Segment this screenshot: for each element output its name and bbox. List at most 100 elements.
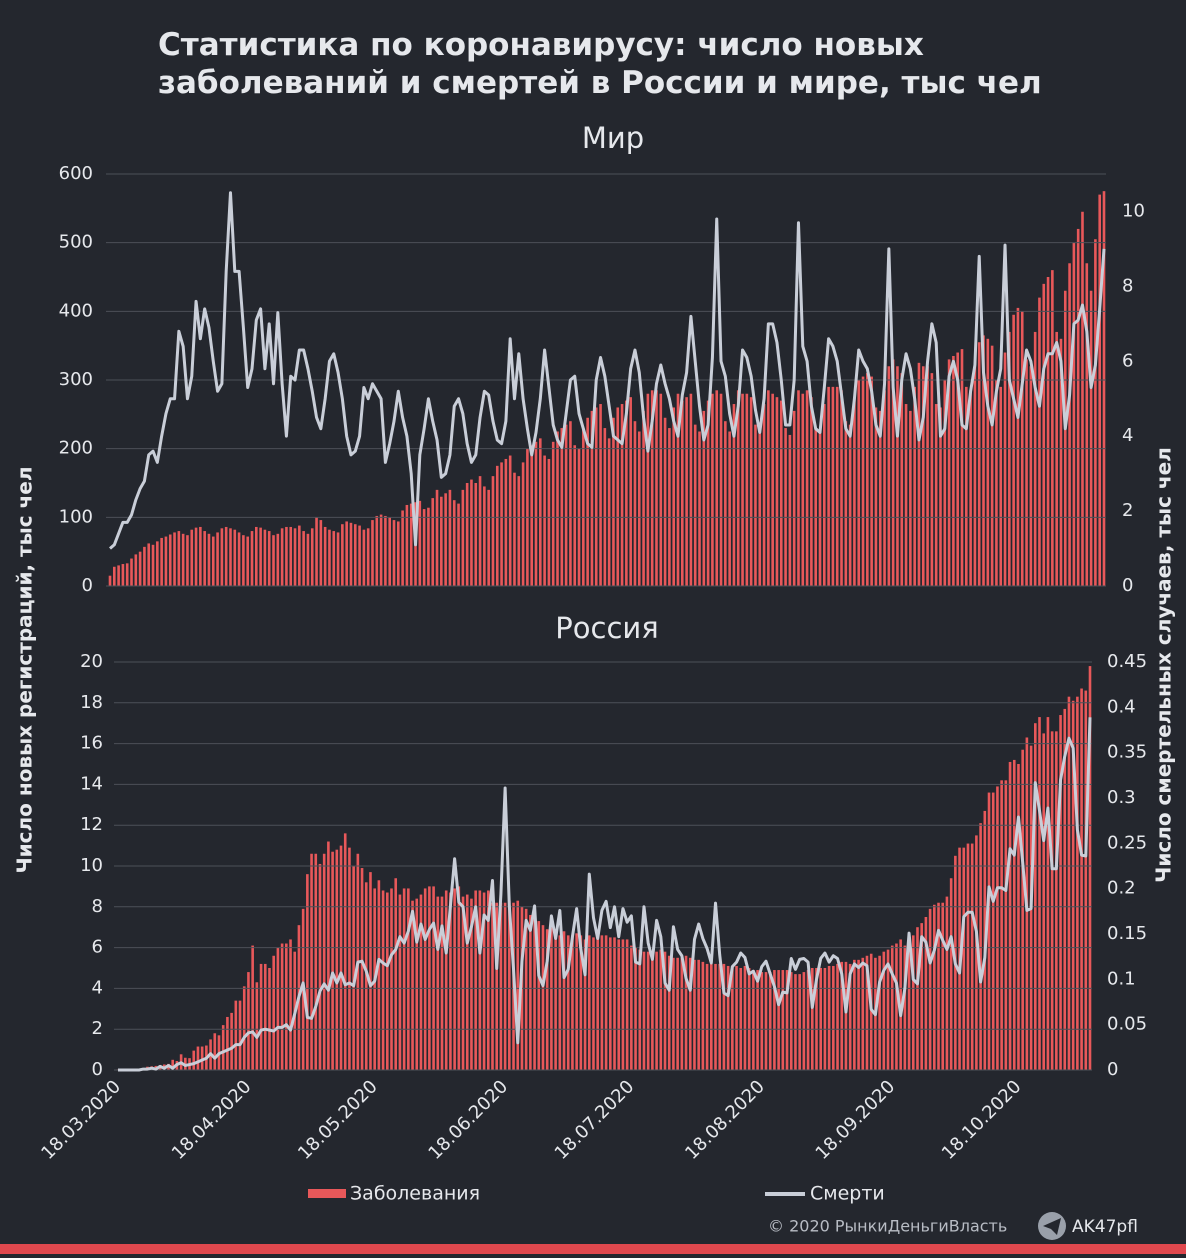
bar xyxy=(259,963,263,1070)
bar xyxy=(1012,314,1015,586)
bar xyxy=(1076,696,1079,1070)
bar xyxy=(754,424,757,586)
bar xyxy=(298,525,301,586)
bar xyxy=(547,458,551,586)
bar xyxy=(343,833,347,1070)
bar xyxy=(878,955,881,1070)
bar xyxy=(503,902,507,1070)
bar xyxy=(586,417,589,586)
bar xyxy=(529,914,532,1070)
bar xyxy=(436,896,440,1070)
bar xyxy=(556,431,559,586)
bar xyxy=(726,965,730,1070)
bar xyxy=(970,843,974,1070)
bar xyxy=(371,520,374,586)
bar xyxy=(358,525,361,586)
bar xyxy=(999,386,1003,586)
bar xyxy=(840,961,844,1070)
bar xyxy=(982,335,985,586)
bar xyxy=(1080,688,1083,1070)
bar xyxy=(1081,211,1084,586)
bar xyxy=(1008,761,1012,1070)
bar xyxy=(819,968,823,1070)
bar xyxy=(487,489,490,586)
bar xyxy=(642,410,645,586)
bar xyxy=(668,428,671,586)
bar xyxy=(637,431,641,586)
bar xyxy=(440,496,443,586)
bar xyxy=(134,554,138,586)
bar xyxy=(823,404,826,586)
bar xyxy=(369,872,372,1070)
bar xyxy=(423,888,427,1070)
bar xyxy=(545,929,549,1070)
bar xyxy=(541,925,545,1070)
bar xyxy=(823,968,827,1070)
bar xyxy=(943,380,947,586)
bar xyxy=(513,472,516,586)
y2-axis-label: Число смертельных случаев, тыс чел xyxy=(1152,447,1176,883)
bar xyxy=(596,935,599,1070)
bar xyxy=(530,445,533,586)
bar xyxy=(676,957,679,1070)
bar xyxy=(418,500,422,586)
bar xyxy=(461,489,465,586)
bar xyxy=(314,853,318,1070)
bar xyxy=(768,972,772,1070)
bar xyxy=(200,1046,204,1070)
y-tick-label: 200 xyxy=(59,438,93,459)
bar xyxy=(685,397,688,586)
bar xyxy=(470,898,473,1070)
bar xyxy=(607,438,611,586)
line xyxy=(118,717,1092,1072)
y2-tick-label: 0.45 xyxy=(1107,651,1147,672)
bar xyxy=(895,943,898,1070)
bar xyxy=(276,533,280,586)
bar xyxy=(810,968,814,1070)
bar xyxy=(771,393,774,586)
bar xyxy=(934,404,938,586)
bar xyxy=(788,434,792,586)
bar xyxy=(560,428,564,586)
bar xyxy=(815,968,818,1070)
bar xyxy=(571,935,574,1070)
y2-tick-label: 0.35 xyxy=(1107,742,1147,763)
bar xyxy=(697,959,700,1070)
bar xyxy=(306,874,309,1070)
bar xyxy=(714,963,717,1070)
bar xyxy=(388,517,391,586)
bar xyxy=(474,483,478,586)
y2-tick-label: 6 xyxy=(1122,350,1133,371)
bar xyxy=(156,541,159,586)
bar xyxy=(558,935,562,1070)
y-tick-label: 10 xyxy=(80,855,103,876)
bar xyxy=(251,945,254,1070)
bar xyxy=(599,404,602,586)
bar xyxy=(681,400,684,586)
bar xyxy=(921,366,925,586)
bar xyxy=(655,390,658,586)
bar xyxy=(573,445,577,586)
bar xyxy=(907,943,911,1070)
y-tick-label: 18 xyxy=(80,692,103,713)
bar xyxy=(832,965,835,1070)
bar xyxy=(857,959,860,1070)
bar xyxy=(945,896,949,1070)
bar xyxy=(810,397,813,586)
bar xyxy=(550,927,553,1070)
bar xyxy=(995,380,998,586)
bar xyxy=(220,528,224,586)
bar xyxy=(604,935,608,1070)
bar xyxy=(911,935,915,1070)
bar xyxy=(582,428,585,586)
bar xyxy=(543,455,546,586)
bar xyxy=(405,504,409,586)
bar xyxy=(449,892,452,1070)
bar xyxy=(917,362,921,586)
copyright: © 2020 РынкиДеньгиВласть xyxy=(768,1217,1007,1236)
bar xyxy=(461,896,465,1070)
bar xyxy=(1063,290,1067,586)
bar xyxy=(495,902,499,1070)
bar xyxy=(672,957,675,1070)
